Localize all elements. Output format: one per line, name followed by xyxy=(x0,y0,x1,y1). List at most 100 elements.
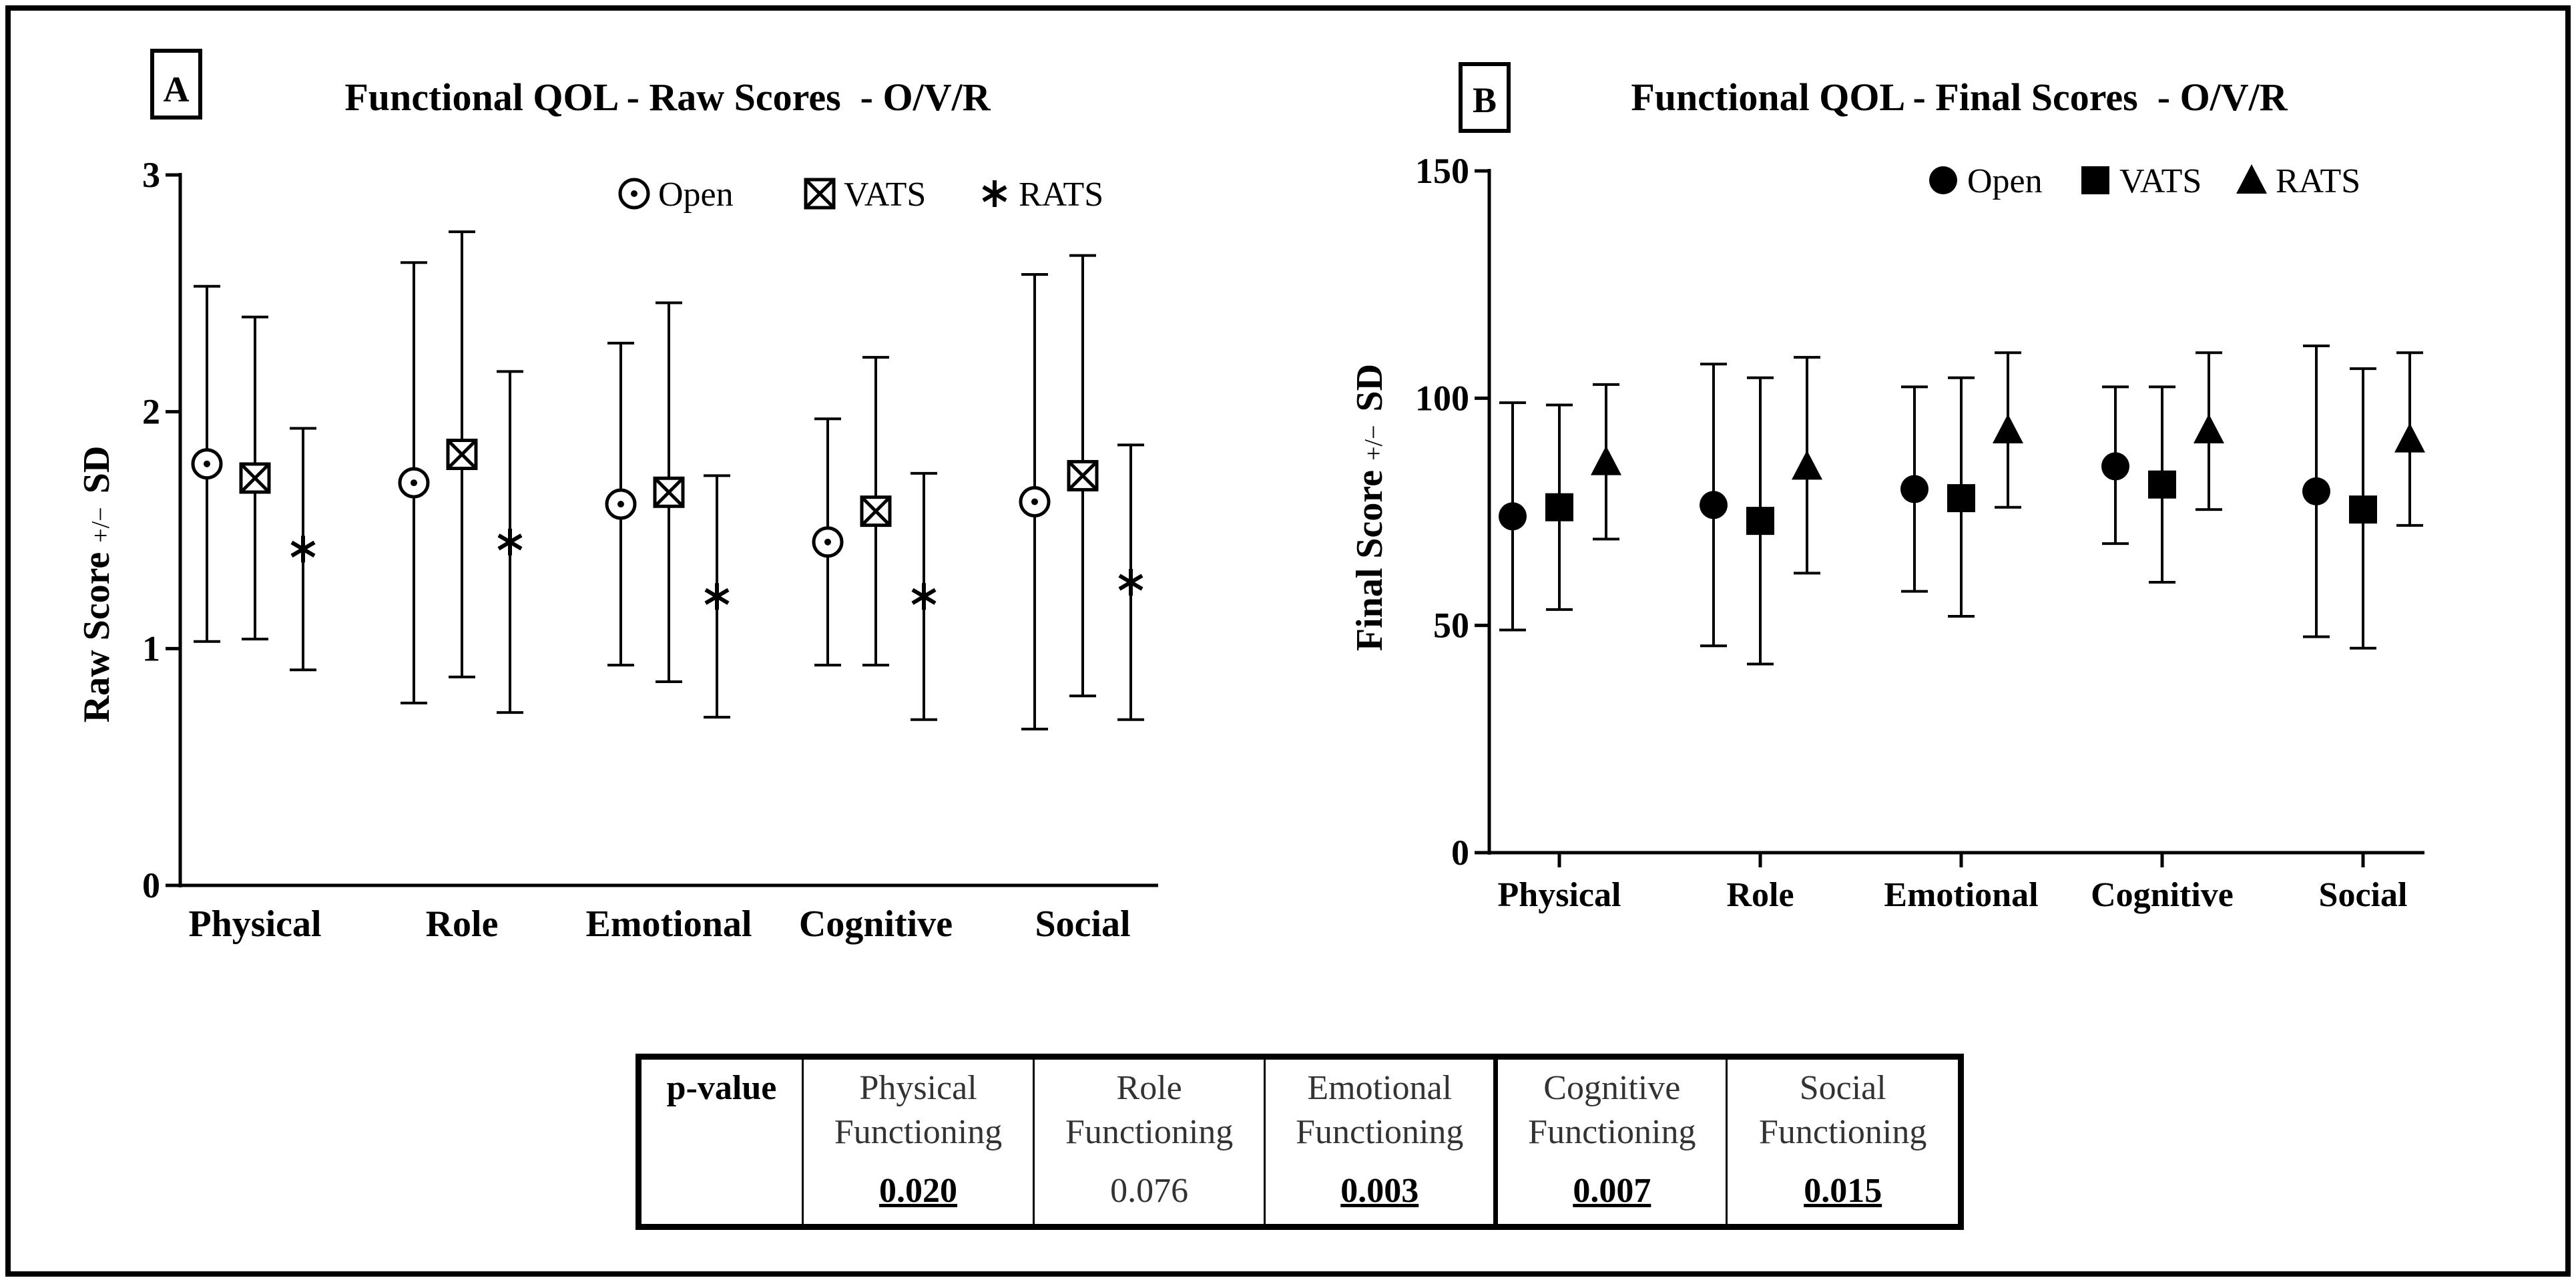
data-point-open xyxy=(1900,475,1928,503)
svg-text:Raw Score+/−SD: Raw Score +/− SD xyxy=(76,446,117,723)
panel-a-y-axis-label: Raw Score +/− SD xyxy=(76,446,117,723)
data-point-rats xyxy=(2394,423,2425,453)
legend-label: RATS xyxy=(1019,176,1103,214)
marker-cross xyxy=(654,477,684,508)
legend-marker-vats xyxy=(2081,166,2109,194)
data-point-vats xyxy=(1545,493,1573,521)
p-value-number: 0.007 xyxy=(1573,1172,1651,1210)
p-value-label: Cognitive Functioning xyxy=(1528,1069,1696,1151)
data-point-rats xyxy=(497,528,523,556)
data-point-vats xyxy=(239,462,271,494)
p-value-table: p-value Physical Functioning 0.020 Role F… xyxy=(635,1054,1964,1230)
panel-b-y-axis-label: Final Score +/− SD xyxy=(1349,364,1390,651)
data-point-open xyxy=(191,448,223,480)
p-value-cell-cognitive: Cognitive Functioning 0.007 xyxy=(1493,1060,1727,1224)
data-point-rats xyxy=(1792,450,1822,480)
data-point-rats xyxy=(911,583,937,610)
p-value-header: p-value xyxy=(666,1069,777,1107)
legend-marker-open xyxy=(1929,166,1957,194)
marker-dot xyxy=(824,538,831,546)
legend-label: VATS xyxy=(844,176,926,214)
panel-a-title: Functional QOL - Raw Scores - O/V/R xyxy=(344,75,991,119)
data-point-vats xyxy=(1947,484,1975,513)
p-value-number: 0.015 xyxy=(1804,1172,1882,1210)
marker-cross xyxy=(1067,460,1098,491)
p-value-label: Role Functioning xyxy=(1065,1069,1234,1151)
y-tick-label: 0 xyxy=(142,865,160,905)
y-tick-label: 100 xyxy=(1415,378,1469,418)
data-point-vats xyxy=(2148,470,2176,499)
marker-dot xyxy=(631,190,637,197)
data-point-open xyxy=(398,467,430,499)
data-point-open xyxy=(812,526,844,558)
p-value-number: 0.003 xyxy=(1340,1172,1419,1210)
panel-b: B Functional QOL - Final Scores - O/V/R … xyxy=(1349,62,2425,914)
marker-dot xyxy=(1031,498,1038,505)
legend-label: Open xyxy=(658,176,734,214)
p-value-cell-social: Social Functioning 0.015 xyxy=(1726,1060,1958,1224)
legend-label: RATS xyxy=(2276,162,2360,200)
data-point-rats xyxy=(2194,413,2224,443)
data-point-rats xyxy=(1591,445,1621,475)
data-point-rats xyxy=(1993,413,2023,443)
x-tick-label: Cognitive xyxy=(2091,876,2234,914)
p-value-number: 0.076 xyxy=(1110,1172,1189,1210)
panel-a-label: A xyxy=(164,69,190,110)
y-tick-label: 0 xyxy=(1451,833,1469,873)
x-tick-label: Emotional xyxy=(1884,876,2038,914)
x-tick-label: Emotional xyxy=(586,903,752,945)
panel-a-y-label-main: Raw Score xyxy=(76,552,117,723)
data-point-vats xyxy=(653,476,685,508)
data-point-rats xyxy=(704,583,730,610)
panel-b-label: B xyxy=(1473,80,1497,120)
legend-marker-vats xyxy=(804,178,836,210)
p-value-number: 0.020 xyxy=(879,1172,958,1210)
x-tick-label: Social xyxy=(2319,876,2408,914)
x-tick-label: Role xyxy=(1726,876,1794,914)
legend-label: Open xyxy=(1967,162,2043,200)
legend-label: VATS xyxy=(2119,162,2202,200)
legend-marker-rats xyxy=(2236,164,2267,194)
marker-cross xyxy=(240,463,270,493)
p-value-cell-emotional: Emotional Functioning 0.003 xyxy=(1264,1060,1496,1224)
p-value-header-cell: p-value xyxy=(641,1060,803,1224)
legend-marker-rats xyxy=(982,180,1007,207)
panel-a-y-label-small: +/− xyxy=(87,507,115,542)
x-tick-label: Cognitive xyxy=(799,903,953,945)
marker-cross xyxy=(447,439,477,470)
marker-dot xyxy=(411,479,417,487)
p-value-cell-role: Role Functioning 0.076 xyxy=(1033,1060,1265,1224)
data-point-vats xyxy=(860,495,892,527)
data-point-open xyxy=(1019,485,1051,517)
data-point-rats xyxy=(1118,569,1143,596)
data-point-rats xyxy=(290,536,316,563)
panel-b-y-label-main: Final Score xyxy=(1349,470,1390,651)
data-point-vats xyxy=(2349,495,2377,524)
x-tick-label: Physical xyxy=(188,903,321,945)
p-value-label: Social Functioning xyxy=(1759,1069,1927,1151)
panel-b-y-label-small: +/− xyxy=(1360,425,1388,461)
data-point-vats xyxy=(1067,459,1099,491)
data-point-open xyxy=(1700,491,1728,519)
p-value-label: Physical Functioning xyxy=(834,1069,1003,1151)
panel-a: A Functional QOL - Raw Scores - O/V/R Ra… xyxy=(76,49,1158,945)
y-tick-label: 150 xyxy=(1415,151,1469,191)
panel-a-y-label-end: SD xyxy=(76,446,117,494)
y-tick-label: 1 xyxy=(142,628,160,668)
x-tick-label: Role xyxy=(426,903,499,945)
marker-cross xyxy=(860,495,891,527)
svg-text:Final Score+/−SD: Final Score +/− SD xyxy=(1349,364,1390,651)
y-tick-label: 3 xyxy=(142,155,160,195)
marker-dot xyxy=(617,500,624,507)
data-point-open xyxy=(605,488,637,520)
data-point-vats xyxy=(446,439,478,471)
panel-b-plot: 0 50 100 150 Physical Role Emotional Cognitive S… xyxy=(1415,151,2425,914)
data-point-open xyxy=(2101,452,2129,481)
panel-b-title: Functional QOL - Final Scores - O/V/R xyxy=(1631,75,2288,119)
x-tick-label: Social xyxy=(1035,903,1130,945)
data-point-open xyxy=(2302,477,2330,505)
x-tick-label: Physical xyxy=(1498,876,1621,914)
panel-a-plot: 0 1 2 3 Physical Role Emotional Cognitive Social… xyxy=(142,155,1158,945)
marker-dot xyxy=(204,460,210,467)
data-point-vats xyxy=(1746,507,1774,536)
